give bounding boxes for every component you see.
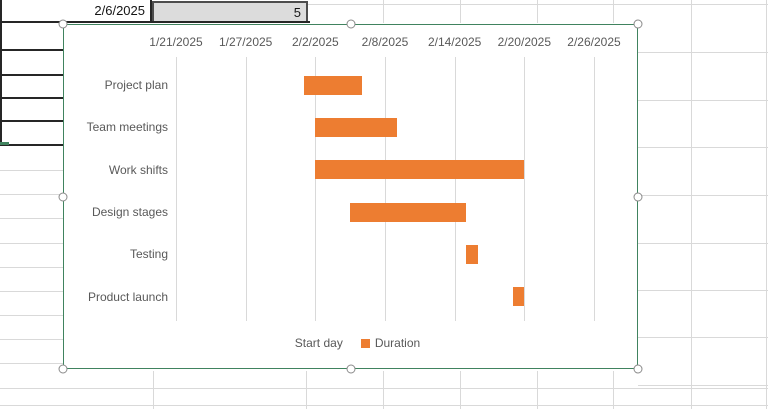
grid-line: [638, 195, 768, 196]
chart-gridline: [524, 57, 526, 321]
legend-label: Start day: [294, 336, 343, 350]
table-border-line: [0, 97, 63, 99]
grid-line: [638, 100, 768, 101]
grid-line: [383, 371, 384, 409]
selected-cell[interactable]: 5: [152, 1, 308, 23]
grid-line: [0, 363, 63, 364]
chart-selection-handle[interactable]: [58, 19, 68, 29]
grid-line: [0, 388, 768, 389]
chart-gridline: [176, 57, 177, 321]
chart-selection-handle[interactable]: [58, 364, 68, 374]
x-axis-label: 2/26/2025: [567, 35, 621, 49]
table-border-line: [0, 120, 63, 122]
table-border-line: [0, 49, 63, 51]
chart-legend: Start day Duration: [64, 336, 637, 350]
chart-selection-handle[interactable]: [58, 192, 68, 201]
chart-gridline: [454, 57, 456, 321]
x-axis-label: 1/21/2025: [149, 35, 203, 49]
gantt-chart[interactable]: 1/21/2025 1/27/2025 2/2/2025 2/8/2025 2/14/2…: [63, 24, 638, 369]
grid-line: [0, 315, 63, 316]
legend-item-duration[interactable]: Duration: [360, 336, 421, 350]
x-axis-label: 2/14/2025: [427, 35, 482, 49]
grid-line: [0, 170, 63, 171]
grid-line: [638, 52, 768, 53]
bar-design-stages[interactable]: [350, 202, 467, 222]
x-axis-label: 1/27/2025: [218, 35, 273, 49]
chart-selection-handle[interactable]: [346, 364, 355, 374]
grid-line: [306, 371, 307, 409]
grid-line: [537, 371, 538, 409]
grid-line: [638, 337, 768, 338]
grid-line: [0, 194, 63, 195]
grid-line: [638, 4, 768, 5]
grid-line: [0, 405, 768, 406]
table-border-line: [0, 74, 63, 76]
chart-selection-handle[interactable]: [633, 192, 643, 201]
category-label: Team meetings: [86, 120, 168, 135]
bar-team-meetings[interactable]: [315, 117, 397, 137]
category-label: Design stages: [91, 205, 168, 220]
grid-line: [766, 0, 767, 409]
bar-product-launch[interactable]: [512, 287, 525, 307]
chart-selection-handle[interactable]: [633, 364, 643, 374]
x-axis-label: 2/2/2025: [291, 35, 339, 49]
category-label: Project plan: [104, 78, 168, 93]
grid-line: [460, 0, 461, 23]
legend-item-start-day[interactable]: Start day: [281, 336, 343, 350]
grid-line: [0, 267, 63, 268]
chart-gridline: [245, 57, 247, 321]
grid-line: [638, 385, 768, 386]
chart-selection-handle[interactable]: [633, 19, 643, 29]
bar-project-plan[interactable]: [303, 75, 362, 95]
bar-testing[interactable]: [466, 244, 478, 264]
grid-line: [0, 339, 63, 340]
x-axis-label: 2/20/2025: [497, 35, 552, 49]
grid-line: [613, 0, 614, 23]
bar-work-shifts[interactable]: [315, 160, 525, 180]
grid-line: [308, 4, 638, 5]
grid-line: [638, 147, 768, 148]
grid-line: [638, 290, 768, 291]
table-border-line: [0, 144, 63, 146]
x-axis-label: 2/8/2025: [361, 35, 409, 49]
legend-swatch-icon: [360, 338, 370, 348]
category-label: Testing: [129, 247, 168, 262]
date-cell[interactable]: 2/6/2025: [2, 0, 152, 23]
grid-line: [383, 0, 384, 23]
chart-selection-handle[interactable]: [346, 19, 355, 29]
chart-gridline: [385, 57, 386, 321]
grid-line: [0, 291, 63, 292]
grid-line: [638, 243, 768, 244]
grid-line: [0, 218, 63, 219]
grid-line: [0, 243, 63, 244]
grid-line: [537, 0, 538, 23]
range-highlight-mark: [0, 142, 9, 145]
grid-line: [691, 0, 692, 409]
chart-gridline: [315, 57, 317, 321]
grid-line: [153, 371, 154, 409]
category-label: Work shifts: [108, 162, 168, 177]
category-label: Product launch: [87, 289, 168, 304]
legend-label: Duration: [374, 336, 421, 350]
grid-line: [613, 371, 614, 409]
grid-line: [460, 371, 461, 409]
chart-gridline: [594, 57, 595, 321]
